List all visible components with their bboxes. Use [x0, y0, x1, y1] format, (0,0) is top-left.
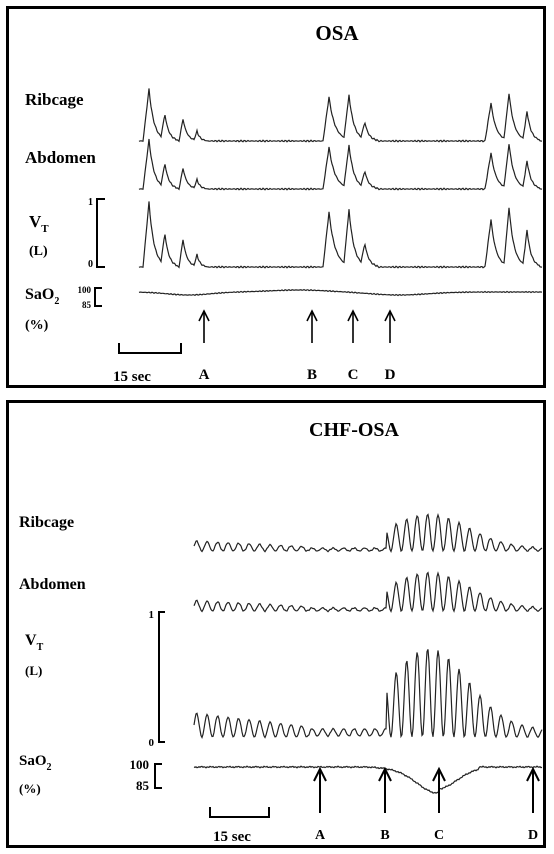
svg-text:B: B — [380, 828, 389, 843]
osa-vt-scale-top: 1 — [88, 197, 93, 208]
osa-abdomen-label: Abdomen — [25, 148, 96, 167]
svg-text:B: B — [307, 367, 317, 383]
chf-title: CHF-OSA — [309, 419, 400, 441]
chf-vt-scale-bracket — [158, 611, 165, 743]
osa-vt-unit: (L) — [29, 244, 48, 259]
svg-text:A: A — [315, 828, 326, 843]
chf-sao2-trace — [193, 765, 543, 794]
chf-vt-scale-top: 1 — [149, 609, 155, 621]
svg-text:C: C — [348, 367, 359, 383]
osa-title: OSA — [315, 21, 359, 45]
osa-time-scale-bar — [118, 343, 182, 354]
osa-marker-c: C — [347, 309, 359, 383]
osa-vt-label: VT — [29, 212, 49, 235]
svg-text:D: D — [528, 828, 538, 843]
osa-sao2-scale-bracket — [94, 287, 102, 307]
osa-chart: OSA Ribcage Abdomen VT (L) 1 0 SaO2 (%) … — [25, 21, 543, 385]
osa-vt-scale-bracket — [96, 198, 105, 268]
osa-ribcage-label: Ribcage — [25, 90, 84, 109]
osa-marker-b: B — [306, 309, 318, 383]
chf-vt-trace — [193, 649, 543, 739]
osa-ribcage-trace — [138, 88, 543, 143]
osa-vt-scale-bottom: 0 — [88, 259, 93, 270]
chf-vt-label: VT — [25, 632, 44, 653]
chf-sao2-scale-bracket — [154, 763, 162, 789]
chf-marker-d: D — [526, 766, 540, 843]
svg-text:D: D — [385, 367, 396, 383]
osa-sao2-scale-top: 100 — [78, 285, 92, 295]
chf-marker-b: B — [378, 766, 392, 843]
chf-osa-chart: CHF-OSA Ribcage Abdomen VT (L) 1 0 SaO2 … — [19, 419, 543, 845]
osa-marker-a: A — [198, 309, 210, 383]
chf-abdomen-label: Abdomen — [19, 576, 86, 593]
chf-sao2-label: SaO2 — [19, 753, 52, 773]
osa-marker-d: D — [384, 309, 396, 383]
osa-sao2-label: SaO2 — [25, 286, 59, 307]
chf-marker-a: A — [313, 766, 327, 843]
osa-vt-trace — [138, 201, 543, 269]
chf-osa-panel: CHF-OSA Ribcage Abdomen VT (L) 1 0 SaO2 … — [6, 400, 546, 848]
chf-sao2-scale-top: 100 — [130, 757, 150, 772]
chf-marker-c: C — [432, 766, 446, 843]
svg-text:A: A — [199, 367, 210, 383]
osa-time-scale-label: 15 sec — [113, 369, 151, 385]
chf-ribcage-label: Ribcage — [19, 514, 74, 531]
chf-sao2-scale-bottom: 85 — [136, 778, 150, 793]
svg-text:C: C — [434, 828, 444, 843]
chf-time-scale-label: 15 sec — [213, 829, 251, 845]
osa-sao2-trace — [138, 288, 543, 297]
chf-abdomen-trace — [193, 571, 543, 614]
chf-sao2-unit: (%) — [19, 781, 41, 796]
osa-sao2-unit: (%) — [25, 318, 49, 333]
osa-abdomen-trace — [138, 138, 543, 191]
osa-sao2-scale-bottom: 85 — [82, 300, 92, 310]
chf-vt-scale-bottom: 0 — [149, 737, 155, 749]
osa-panel: OSA Ribcage Abdomen VT (L) 1 0 SaO2 (%) … — [6, 6, 546, 388]
chf-ribcage-trace — [193, 513, 543, 553]
chf-time-scale-bar — [209, 807, 270, 818]
chf-vt-unit: (L) — [25, 663, 42, 678]
